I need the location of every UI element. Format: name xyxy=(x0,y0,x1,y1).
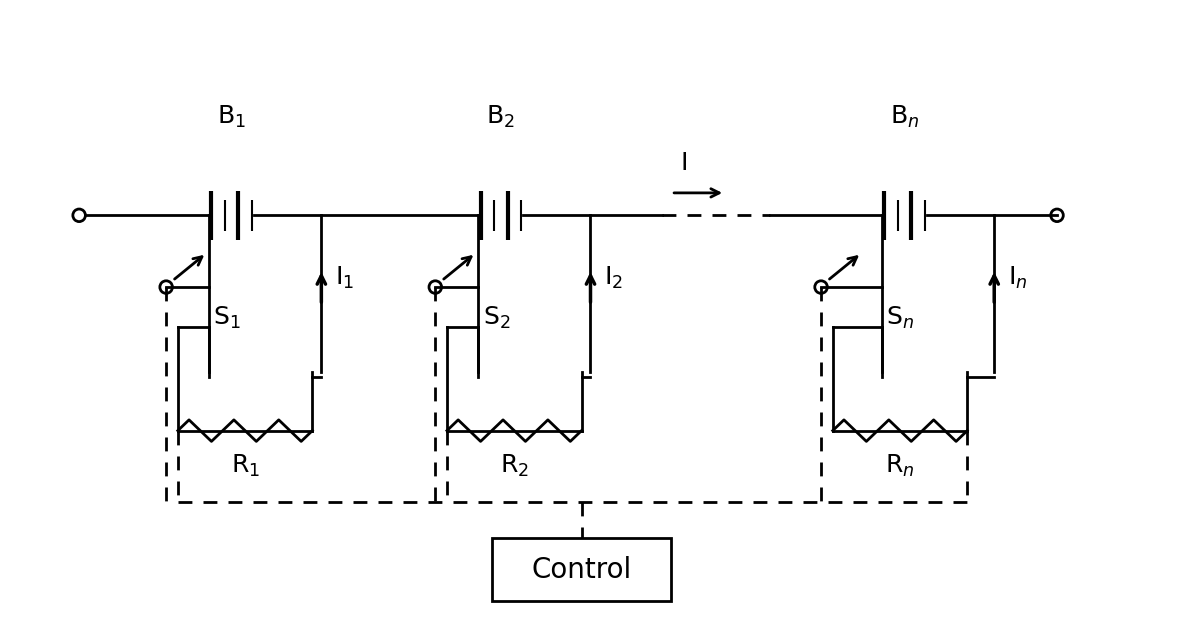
Text: B$_2$: B$_2$ xyxy=(487,104,515,130)
Text: I: I xyxy=(680,151,687,175)
Text: Control: Control xyxy=(531,556,632,583)
Text: B$_n$: B$_n$ xyxy=(889,104,919,130)
Text: B$_1$: B$_1$ xyxy=(217,104,246,130)
Text: S$_1$: S$_1$ xyxy=(214,305,241,331)
Text: R$_2$: R$_2$ xyxy=(500,453,529,479)
Text: R$_1$: R$_1$ xyxy=(230,453,260,479)
Text: I$_n$: I$_n$ xyxy=(1007,265,1027,291)
Text: I$_2$: I$_2$ xyxy=(603,265,622,291)
Text: S$_n$: S$_n$ xyxy=(886,305,914,331)
FancyBboxPatch shape xyxy=(491,538,671,601)
Text: I$_1$: I$_1$ xyxy=(335,265,354,291)
Text: R$_n$: R$_n$ xyxy=(886,453,915,479)
Text: S$_2$: S$_2$ xyxy=(483,305,510,331)
